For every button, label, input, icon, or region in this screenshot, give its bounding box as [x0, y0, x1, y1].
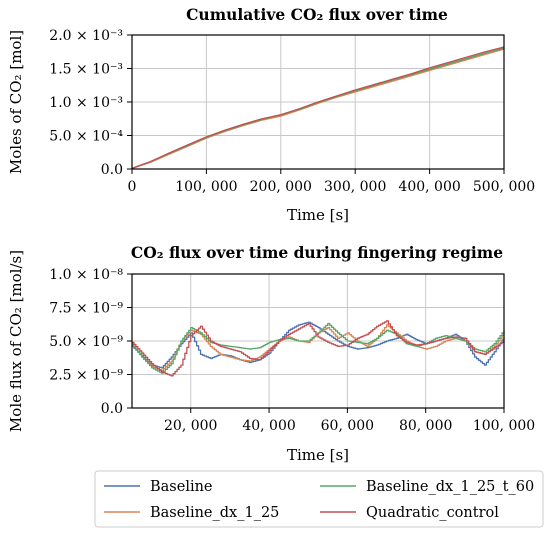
series-line-baseline-dx-1-25-t-60 — [131, 47, 505, 169]
y-tick-label: 1.5 × 10⁻³ — [49, 62, 123, 78]
legend-label: Baseline_dx_1_25 — [150, 505, 279, 521]
series-line-baseline-dx-1-25 — [131, 48, 505, 169]
top-x-axis-label: Time [s] — [287, 206, 349, 224]
x-tick-label: 80, 000 — [399, 418, 452, 434]
y-tick-label: 7.5 × 10⁻⁹ — [49, 301, 123, 317]
series-line-quadratic-control — [132, 320, 505, 377]
top-series-lines — [131, 46, 505, 169]
bottom-x-axis-label: Time [s] — [287, 446, 349, 464]
bottom-tick-labels: 20, 000 40, 000 60, 000 80, 000 100, 000 0.0 2… — [49, 267, 535, 434]
y-tick-label: 5.0 × 10⁻⁹ — [49, 334, 123, 350]
y-tick-label: 2.5 × 10⁻⁹ — [49, 368, 123, 384]
y-tick-label: 0.0 — [101, 162, 123, 178]
bottom-y-axis-label: Mole flux of CO₂ [mol/s] — [7, 250, 25, 432]
bottom-series-lines — [132, 320, 505, 377]
x-tick-label: 300, 000 — [324, 179, 386, 195]
x-tick-label: 20, 000 — [164, 418, 217, 434]
bottom-chart-title: CO₂ flux over time during fingering regi… — [131, 243, 503, 262]
x-tick-label: 200, 000 — [250, 179, 312, 195]
y-tick-label: 5.0 × 10⁻⁴ — [49, 129, 123, 145]
x-tick-label: 0 — [128, 179, 137, 195]
x-tick-label: 60, 000 — [321, 418, 374, 434]
x-tick-label: 400, 000 — [398, 179, 460, 195]
cumulative-flux-panel: Cumulative CO₂ flux over time 0 100, 000 2… — [7, 5, 535, 224]
legend-label: Baseline — [150, 479, 213, 495]
y-tick-label: 1.0 × 10⁻⁸ — [49, 267, 123, 283]
top-y-axis-label: Moles of CO₂ [mol] — [7, 30, 25, 174]
y-tick-label: 0.0 — [101, 401, 123, 417]
series-line-quadratic-control — [131, 46, 505, 169]
y-tick-label: 2.0 × 10⁻³ — [49, 28, 123, 44]
legend-label: Quadratic_control — [366, 505, 499, 521]
top-tick-labels: 0 100, 000 200, 000 300, 000 400, 000 500, 00… — [49, 28, 535, 195]
legend-label: Baseline_dx_1_25_t_60 — [366, 479, 534, 495]
x-tick-label: 40, 000 — [242, 418, 295, 434]
y-tick-label: 1.0 × 10⁻³ — [49, 95, 123, 111]
x-tick-label: 100, 000 — [175, 179, 237, 195]
series-line-baseline-dx-1-25-t-60 — [132, 322, 505, 374]
x-tick-label: 100, 000 — [473, 418, 535, 434]
x-tick-label: 500, 000 — [473, 179, 535, 195]
series-line-baseline — [131, 47, 505, 169]
legend: Baseline Baseline_dx_1_25_t_60 Baseline_dx… — [94, 470, 544, 528]
top-chart-title: Cumulative CO₂ flux over time — [186, 5, 448, 24]
fingering-flux-panel: CO₂ flux over time during fingering regi… — [7, 243, 535, 464]
series-line-baseline — [132, 321, 505, 369]
legend-box — [94, 470, 544, 528]
